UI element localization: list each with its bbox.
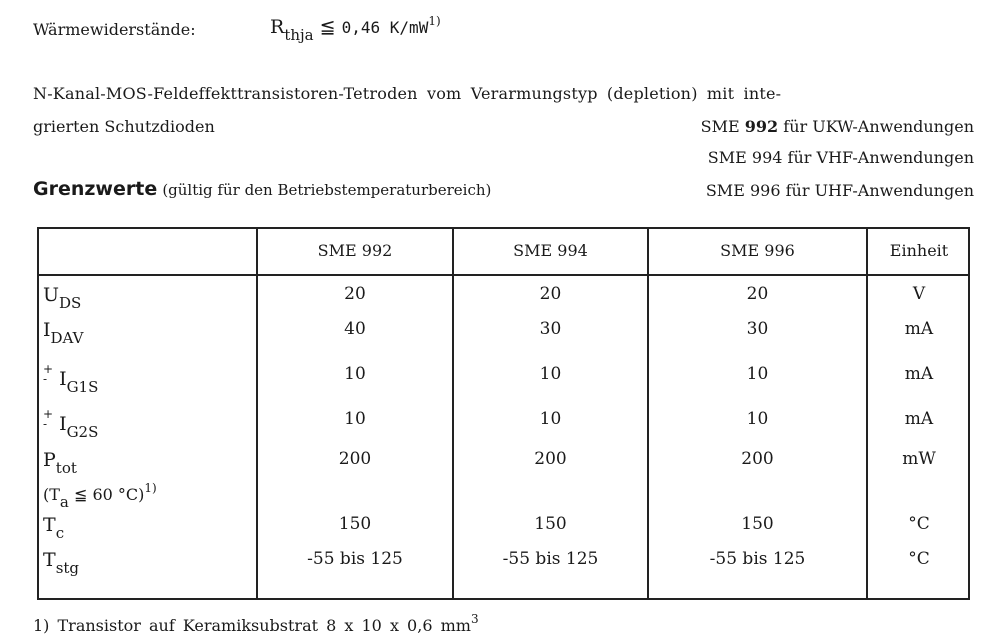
app-prefix: SME — [707, 148, 747, 167]
symbol-sub: c — [55, 524, 65, 542]
unit-cell: mA — [904, 319, 934, 339]
unit-cell: mW — [902, 449, 936, 469]
parameter-condition: (Ta ≦ 60 °C)1) — [43, 481, 157, 511]
value-cell: 10 — [344, 409, 366, 429]
unit-cell: mA — [904, 364, 934, 384]
symbol-sub: tot — [55, 459, 77, 477]
value-cell: 10 — [344, 364, 366, 384]
app-prefix: SME — [700, 117, 740, 136]
column-divider — [256, 229, 258, 598]
symbol: I — [59, 413, 67, 435]
app-number: 992 — [744, 117, 779, 136]
value-cell: 10 — [539, 364, 562, 384]
app-text: für UKW-Anwendungen — [783, 117, 974, 136]
symbol-sub: stg — [55, 559, 80, 577]
parameter-symbol: + - IG1S — [43, 362, 99, 396]
parameter-symbol: Tc — [43, 514, 64, 542]
parameter-symbol: IDAV — [43, 319, 83, 347]
thermal-symbol-sub: thja — [284, 26, 314, 44]
unit-cell: V — [912, 284, 926, 304]
symbol: I — [43, 319, 51, 341]
value-cell: -55 bis 125 — [307, 549, 403, 569]
parameter-symbol: Tstg — [43, 549, 79, 577]
header-sme-992: SME 992 — [317, 241, 393, 260]
footnote: 1) Transistor auf Keramiksubstrat 8 x 10… — [33, 612, 479, 635]
value-cell: -55 bis 125 — [502, 549, 599, 569]
symbol: U — [43, 284, 60, 306]
cond-ref: 1) — [144, 481, 157, 495]
section-subtitle: (gültig für den Betriebstemperaturbereic… — [162, 181, 492, 199]
unit-cell: °C — [908, 549, 930, 569]
symbol-sub: G1S — [66, 378, 99, 396]
symbol-sub: G2S — [66, 423, 99, 441]
unit-cell: °C — [908, 514, 930, 534]
cond-rest: ≦ 60 °C) — [68, 485, 145, 504]
description-line-1: N-Kanal-MOS-Feldeffekttransistoren-Tetro… — [33, 84, 782, 103]
value-cell: 150 — [338, 514, 372, 534]
value-cell: 150 — [534, 514, 567, 534]
value-cell: 150 — [741, 514, 774, 534]
unit-cell: mA — [904, 409, 934, 429]
symbol-sub: DAV — [50, 329, 84, 347]
header-sme-996: SME 996 — [720, 241, 795, 260]
app-text: für UHF-Anwendungen — [785, 181, 974, 200]
value-cell: 40 — [344, 319, 366, 339]
column-divider — [647, 229, 649, 598]
app-number: 996 — [749, 181, 781, 200]
column-divider — [866, 229, 868, 598]
value-cell: 10 — [746, 364, 769, 384]
value-cell: 20 — [746, 284, 769, 304]
header-unit: Einheit — [889, 241, 949, 260]
cond-sub: a — [59, 493, 69, 511]
app-text: für VHF-Anwendungen — [787, 148, 974, 167]
value-cell: 10 — [746, 409, 769, 429]
plus-minus-sign: + - — [43, 362, 54, 386]
limits-table: SME 992 SME 994 SME 996 Einheit UDS 20 20 2… — [37, 227, 970, 600]
header-sme-994: SME 994 — [513, 241, 588, 260]
value-cell: 20 — [539, 284, 562, 304]
application-994: SME 994 für VHF-Anwendungen — [708, 148, 974, 167]
value-cell: 200 — [741, 449, 774, 469]
symbol: T — [43, 549, 56, 571]
value-cell: 10 — [539, 409, 562, 429]
cond-open: (T — [43, 485, 60, 504]
parameter-symbol: Ptot — [43, 449, 77, 477]
symbol: P — [43, 449, 56, 471]
parameter-symbol: + - IG2S — [43, 407, 99, 441]
symbol: I — [59, 368, 67, 390]
value-cell: -55 bis 125 — [709, 549, 806, 569]
thermal-resistance: Rthja ≦ 0,46 K/mW1) — [270, 14, 441, 44]
parameter-symbol: UDS — [43, 284, 81, 312]
thermal-value: 0,46 K/mW — [341, 18, 429, 37]
thermal-label: Wärmewiderstände: — [33, 20, 196, 39]
section-title: Grenzwerte — [33, 178, 158, 200]
section-heading: Grenzwerte (gültig für den Betriebstempe… — [33, 178, 491, 200]
application-996: SME 996 für UHF-Anwendungen — [706, 181, 974, 200]
footnote-sup: 3 — [470, 612, 479, 626]
app-prefix: SME — [705, 181, 745, 200]
thermal-relation: ≦ — [319, 16, 336, 38]
value-cell: 30 — [746, 319, 769, 339]
symbol-sub: DS — [59, 294, 82, 312]
plus-minus-sign: + - — [43, 407, 54, 431]
footnote-text: 1) Transistor auf Keramiksubstrat 8 x 10… — [33, 616, 471, 635]
application-992: SME 992 für UKW-Anwendungen — [701, 117, 974, 136]
thermal-symbol: R — [270, 16, 285, 38]
description-line-2: grierten Schutzdioden — [33, 117, 215, 136]
value-cell: 20 — [344, 284, 366, 304]
value-cell: 200 — [338, 449, 372, 469]
app-number: 994 — [751, 148, 783, 167]
thermal-footnote-ref: 1) — [428, 14, 441, 28]
value-cell: 200 — [534, 449, 567, 469]
symbol: T — [43, 514, 56, 536]
header-divider — [39, 274, 968, 276]
value-cell: 30 — [539, 319, 562, 339]
column-divider — [452, 229, 454, 598]
